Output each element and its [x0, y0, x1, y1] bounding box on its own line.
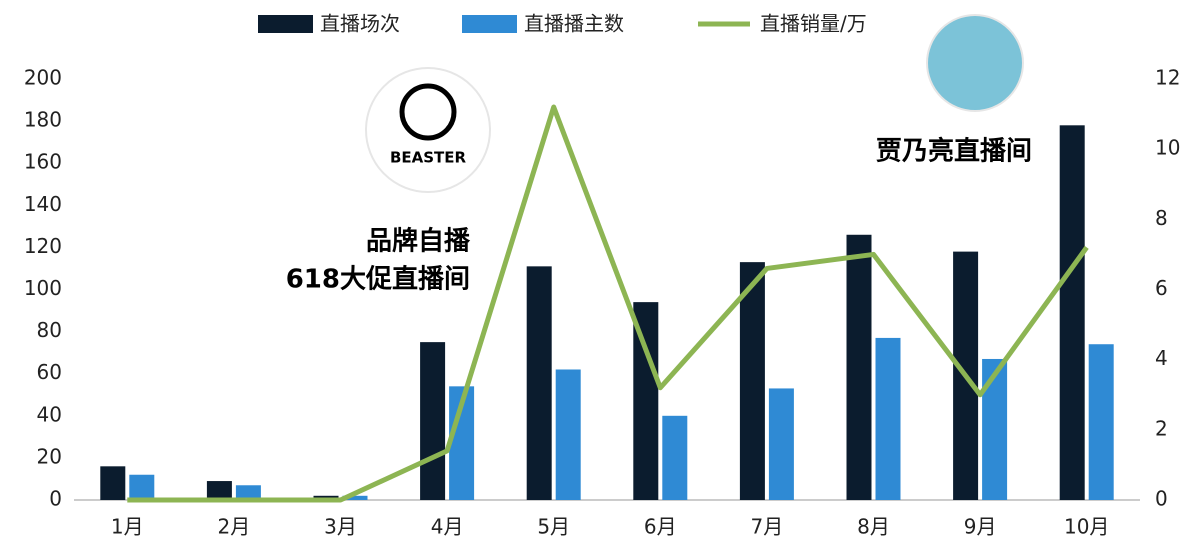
y-tick-label: 80 [37, 318, 62, 342]
bar [129, 475, 154, 500]
y-tick-label: 100 [24, 276, 62, 300]
x-tick-label: 6月 [644, 515, 677, 539]
annotation: 品牌自播 [366, 226, 471, 257]
bar [1089, 344, 1114, 500]
y-tick-label: 40 [37, 402, 62, 426]
y-tick-label: 120 [24, 234, 62, 258]
bar [982, 359, 1007, 500]
legend-label: 直播场次 [320, 12, 400, 36]
x-tick-label: 4月 [431, 515, 464, 539]
bar [207, 481, 232, 500]
y-tick-label: 140 [24, 192, 62, 216]
y2-tick-label: 4 [1155, 346, 1168, 370]
legend-label: 直播播主数 [524, 12, 624, 36]
bar [876, 338, 901, 500]
x-tick-label: 8月 [857, 515, 890, 539]
bar [847, 235, 872, 500]
bar [527, 266, 552, 500]
y-tick-label: 180 [24, 108, 62, 132]
bar [420, 342, 445, 500]
y-tick-label: 20 [37, 444, 62, 468]
annotation: 贾乃亮直播间 [876, 136, 1032, 167]
x-tick-label: 2月 [218, 515, 251, 539]
bar [556, 369, 581, 500]
y2-tick-label: 12 [1155, 66, 1180, 90]
x-tick-label: 5月 [537, 515, 570, 539]
y-tick-label: 0 [49, 487, 62, 511]
bar [1060, 125, 1085, 500]
bar [100, 466, 125, 500]
bar [662, 416, 687, 500]
logo-text: BEASTER [390, 149, 467, 167]
bar [769, 388, 794, 500]
chart: BEASTER 品牌自播 618大促直播间 贾乃亮直播间 02040608010… [0, 0, 1183, 543]
x-tick-label: 3月 [324, 515, 357, 539]
photo-circle [927, 15, 1023, 111]
x-tick-label: 1月 [111, 515, 144, 539]
annotation: 618大促直播间 [286, 265, 470, 295]
x-tick-label: 7月 [751, 515, 784, 539]
y2-tick-label: 10 [1155, 136, 1180, 160]
y-tick-label: 60 [37, 360, 62, 384]
legend-swatch [258, 15, 313, 33]
x-tick-label: 10月 [1064, 515, 1109, 539]
y2-tick-label: 8 [1155, 206, 1168, 230]
legend-label: 直播销量/万 [760, 12, 867, 36]
y2-tick-label: 6 [1155, 276, 1168, 300]
legend-swatch [462, 15, 517, 33]
y-tick-label: 160 [24, 150, 62, 174]
y2-tick-label: 0 [1155, 487, 1168, 511]
x-tick-label: 9月 [964, 515, 997, 539]
y2-tick-label: 2 [1155, 416, 1168, 440]
y-tick-label: 200 [24, 66, 62, 90]
